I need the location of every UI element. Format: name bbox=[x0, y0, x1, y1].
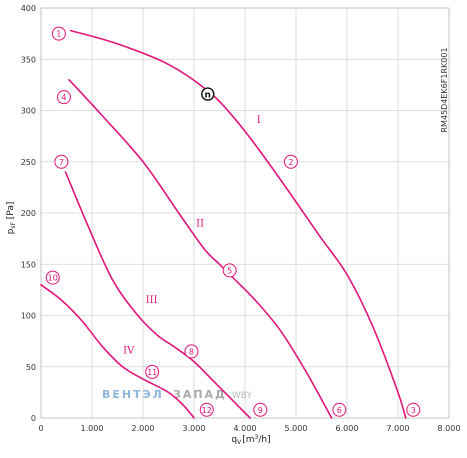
watermark-part1: ВЕНТЭЛ bbox=[102, 388, 164, 401]
point-marker: 10 bbox=[45, 270, 60, 285]
point-marker: 4 bbox=[56, 90, 71, 105]
y-tick-label: 200 bbox=[21, 209, 36, 218]
point-marker: 11 bbox=[145, 364, 160, 379]
point-marker-circle bbox=[54, 154, 69, 169]
point-marker-circle bbox=[406, 402, 421, 417]
point-marker-label: 4 bbox=[61, 93, 66, 102]
operating-point: n bbox=[201, 87, 215, 101]
point-marker-label: 7 bbox=[59, 158, 64, 167]
point-marker-label: 10 bbox=[48, 274, 58, 283]
point-marker-label: 3 bbox=[411, 406, 416, 415]
x-tick-label: 5.000 bbox=[285, 424, 308, 433]
operating-point-label: n bbox=[205, 91, 211, 101]
point-marker-circle bbox=[253, 402, 268, 417]
point-marker-circle bbox=[222, 263, 237, 278]
curve-label: I bbox=[257, 115, 261, 126]
curve-label: II bbox=[196, 218, 204, 229]
x-tick-label: 3.000 bbox=[183, 424, 206, 433]
series-line-II bbox=[68, 79, 333, 419]
y-tick-label: 0 bbox=[31, 414, 36, 423]
point-marker-circle bbox=[199, 402, 214, 417]
point-marker-label: 2 bbox=[288, 158, 293, 167]
x-axis-label: qV[m3/h] bbox=[231, 434, 270, 446]
point-marker-circle bbox=[145, 364, 160, 379]
series-line-I bbox=[69, 29, 407, 419]
x-tick-label: 2.000 bbox=[132, 424, 155, 433]
point-marker-label: 5 bbox=[227, 266, 232, 275]
point-marker-circle bbox=[51, 26, 66, 41]
y-tick-labels: 0 50 100 150 200 250 300 350 400 bbox=[21, 4, 36, 423]
x-tick-label: 7.000 bbox=[387, 424, 410, 433]
curve-label: III bbox=[146, 295, 158, 306]
point-marker-label: 12 bbox=[202, 406, 212, 415]
y-tick-label: 300 bbox=[21, 107, 36, 116]
axes bbox=[40, 7, 450, 419]
point-marker: 6 bbox=[332, 402, 347, 417]
y-tick-label: 150 bbox=[21, 260, 36, 269]
y-tick-label: 250 bbox=[21, 158, 36, 167]
x-tick-label: 0 bbox=[38, 424, 43, 433]
point-marker-circle bbox=[45, 270, 60, 285]
operating-point-circle bbox=[201, 87, 215, 101]
y-axis-label: psF [Pa] bbox=[6, 202, 17, 235]
point-marker: 2 bbox=[283, 154, 298, 169]
plot-frame bbox=[40, 7, 450, 419]
curve-label: IV bbox=[123, 345, 135, 356]
point-marker: 5 bbox=[222, 263, 237, 278]
x-tick-label: 6.000 bbox=[336, 424, 359, 433]
series-line-IV bbox=[40, 284, 195, 419]
point-marker-circle bbox=[332, 402, 347, 417]
x-tick-label: 8.000 bbox=[438, 424, 461, 433]
watermark-part3: .WBY bbox=[229, 391, 252, 401]
point-marker-label: 11 bbox=[147, 368, 157, 377]
point-marker: 8 bbox=[184, 344, 199, 359]
watermark-part2: ЗАПАД bbox=[173, 388, 227, 401]
point-marker: 1 bbox=[51, 26, 66, 41]
point-marker: 7 bbox=[54, 154, 69, 169]
product-code: RM45D4EK6F1RK001 bbox=[440, 47, 449, 132]
point-marker: 12 bbox=[199, 402, 214, 417]
y-tick-label: 50 bbox=[26, 363, 36, 372]
x-tick-labels: 0 1.000 2.000 3.000 4.000 5.000 6.000 7.000 8.00… bbox=[38, 424, 460, 433]
point-marker-circle bbox=[56, 90, 71, 105]
x-tick-label: 4.000 bbox=[234, 424, 257, 433]
point-marker: 3 bbox=[406, 402, 421, 417]
series-line-III bbox=[64, 171, 251, 419]
point-marker-circle bbox=[283, 154, 298, 169]
point-marker: 9 bbox=[253, 402, 268, 417]
series-lines bbox=[40, 29, 407, 419]
point-marker-label: 9 bbox=[258, 406, 263, 415]
y-tick-label: 350 bbox=[21, 55, 36, 64]
grid bbox=[40, 7, 450, 419]
point-marker-label: 8 bbox=[189, 347, 194, 356]
x-tick-label: 1.000 bbox=[81, 424, 104, 433]
watermark: ВЕНТЭЛ ЗАПАД .WBY bbox=[102, 388, 252, 401]
point-marker-circle bbox=[184, 344, 199, 359]
point-marker-label: 6 bbox=[337, 406, 342, 415]
y-tick-label: 400 bbox=[21, 4, 36, 13]
point-marker-label: 1 bbox=[56, 30, 61, 39]
y-tick-label: 100 bbox=[21, 312, 36, 321]
